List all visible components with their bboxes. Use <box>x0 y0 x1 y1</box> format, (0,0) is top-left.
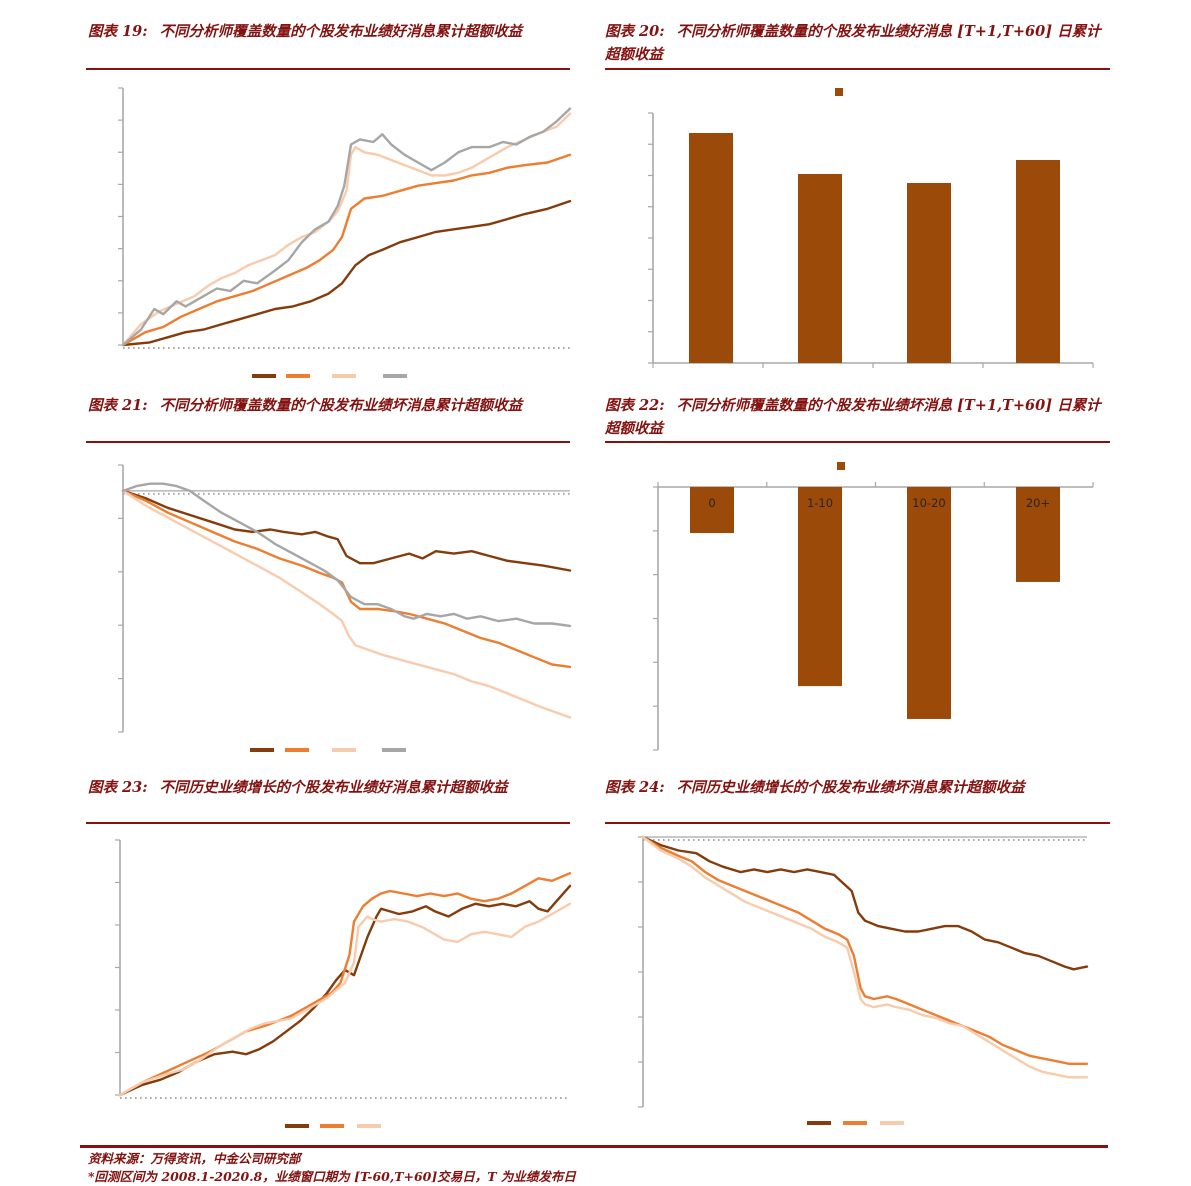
fig20-bar-chart <box>648 112 1094 368</box>
fig21-series-gray <box>121 482 572 628</box>
footnote-line: *回测区间为 2008.1-2020.8，业绩窗口期为 [T-60,T+60]交… <box>88 1169 576 1184</box>
figure-22-title-text: 不同分析师覆盖数量的个股发布业绩坏消息 [T+1,T+60] 日累计超额收益 <box>605 397 1101 437</box>
fig19-legend-dash-peach <box>332 374 356 378</box>
fig20-bar-3 <box>1016 160 1060 363</box>
fig24-line-chart <box>638 835 1089 1108</box>
fig22-bar-label-0: 0 <box>708 496 715 510</box>
figure-23-title-rule <box>86 822 570 824</box>
figure-23-number: 图表 23: <box>88 779 148 796</box>
fig24-series-peach <box>641 835 1089 1079</box>
fig19-series-dark-brown <box>121 199 572 347</box>
fig20-bar-0 <box>689 133 733 363</box>
figure-24-title-rule <box>605 822 1110 824</box>
fig19-legend-dash-dark-brown <box>252 374 276 378</box>
fig21-legend-dash-peach <box>332 748 356 752</box>
fig22-bar-label-1: 1-10 <box>807 496 833 510</box>
figure-19-title-rule <box>86 68 570 70</box>
fig22-bar-0 <box>690 487 734 534</box>
figure-20-title: 图表 20: 不同分析师覆盖数量的个股发布业绩好消息 [T+1,T+60] 日累计… <box>605 20 1110 66</box>
fig21-series-peach <box>121 489 572 719</box>
fig19-series-peach <box>121 112 572 347</box>
figure-22-number: 图表 22: <box>605 397 665 414</box>
fig19-legend-dash-gray <box>383 374 407 378</box>
figure-20-title-rule <box>605 68 1110 70</box>
figure-19-title-text: 不同分析师覆盖数量的个股发布业绩好消息累计超额收益 <box>159 23 523 40</box>
figure-21-number: 图表 21: <box>88 397 148 414</box>
fig22-bar-label-2: 10-20 <box>912 496 945 510</box>
figure-23-title-text: 不同历史业绩增长的个股发布业绩好消息累计超额收益 <box>159 779 508 796</box>
figure-19-number: 图表 19: <box>88 23 148 40</box>
figure-24-number: 图表 24: <box>605 779 665 796</box>
figure-23-title: 图表 23: 不同历史业绩增长的个股发布业绩好消息累计超额收益 <box>88 776 570 799</box>
figure-24-title: 图表 24: 不同历史业绩增长的个股发布业绩坏消息累计超额收益 <box>605 776 1110 799</box>
fig22-bar-2 <box>907 487 951 719</box>
fig24-legend-dash-dark-brown <box>807 1121 831 1125</box>
fig23-series-peach <box>118 902 572 1097</box>
footer-rule <box>80 1145 1108 1148</box>
fig22-bar-label-3: 20+ <box>1026 496 1050 510</box>
fig21-line-chart <box>118 464 572 733</box>
figure-22-title: 图表 22: 不同分析师覆盖数量的个股发布业绩坏消息 [T+1,T+60] 日累计… <box>605 394 1110 440</box>
fig20-legend-swatch <box>835 88 843 96</box>
source-line: 资料来源：万得资讯，中金公司研究部 <box>88 1151 301 1166</box>
fig24-legend-dash-orange <box>843 1121 867 1125</box>
fig23-series-dark-brown <box>118 884 572 1097</box>
fig19-line-chart <box>118 87 572 349</box>
figure-21-title-text: 不同分析师覆盖数量的个股发布业绩坏消息累计超额收益 <box>159 397 523 414</box>
fig23-line-chart <box>115 839 572 1099</box>
fig19-series-orange <box>121 153 572 347</box>
fig23-legend-dash-peach <box>357 1124 381 1128</box>
fig21-series-orange <box>121 489 572 669</box>
fig24-series-dark-brown <box>641 835 1089 971</box>
fig23-legend-dash-orange <box>320 1124 344 1128</box>
fig24-legend-dash-peach <box>880 1121 904 1125</box>
fig21-legend-dash-gray <box>382 748 406 752</box>
figure-20-number: 图表 20: <box>605 23 665 40</box>
fig20-bar-1 <box>798 174 842 363</box>
fig20-bar-2 <box>907 183 951 363</box>
fig19-legend-dash-orange <box>286 374 310 378</box>
figure-24-title-text: 不同历史业绩增长的个股发布业绩坏消息累计超额收益 <box>676 779 1025 796</box>
fig22-legend-swatch <box>837 462 845 470</box>
figure-22-title-rule <box>605 441 1110 443</box>
fig22-bar-chart: 0 1-10 10-20 20+ <box>653 482 1094 751</box>
figure-21-title-rule <box>86 441 570 443</box>
fig22-bar-1 <box>798 487 842 687</box>
fig24-series-orange <box>641 835 1089 1066</box>
fig23-series-orange <box>118 872 572 1097</box>
fig19-series-gray <box>121 107 572 347</box>
fig23-legend-dash-dark-brown <box>285 1124 309 1128</box>
figure-19-title: 图表 19: 不同分析师覆盖数量的个股发布业绩好消息累计超额收益 <box>88 20 570 43</box>
fig22-bar-3 <box>1016 487 1060 582</box>
fig21-legend-dash-orange <box>285 748 309 752</box>
fig21-series-dark-brown <box>121 489 572 572</box>
figure-20-title-text: 不同分析师覆盖数量的个股发布业绩好消息 [T+1,T+60] 日累计超额收益 <box>605 23 1101 63</box>
fig21-legend-dash-dark-brown <box>250 748 274 752</box>
figure-21-title: 图表 21: 不同分析师覆盖数量的个股发布业绩坏消息累计超额收益 <box>88 394 570 417</box>
